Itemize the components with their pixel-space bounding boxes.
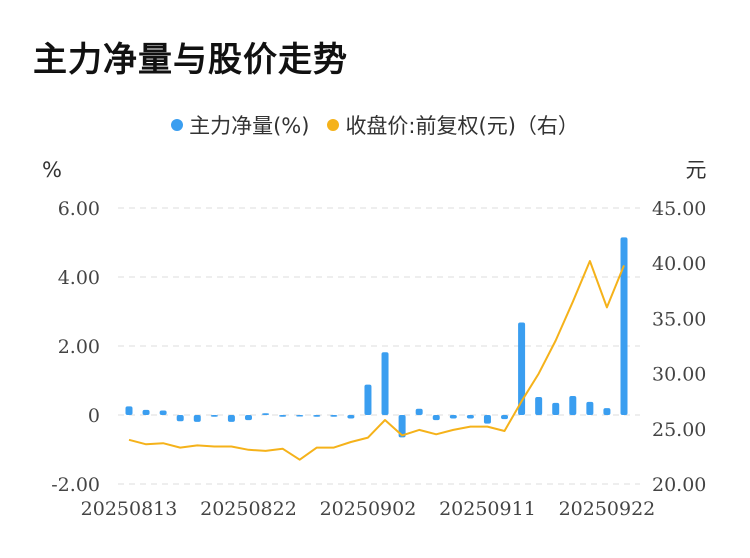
chart-title: 主力净量与股价走势: [33, 40, 348, 80]
net-flow-bar[interactable]: [620, 237, 628, 415]
x-tick-label: 20250813: [81, 498, 178, 520]
legend-dot-line: [327, 119, 340, 131]
y-left-tick-label: 2.00: [58, 336, 100, 358]
right-axis-unit: 元: [686, 158, 707, 182]
net-flow-bar[interactable]: [210, 415, 218, 417]
y-right-tick-label: 45.00: [652, 198, 706, 220]
net-flow-bar[interactable]: [142, 409, 150, 415]
legend-item-line[interactable]: 收盘价:前复权(元)（右）: [327, 110, 579, 140]
y-right-tick-label: 20.00: [652, 474, 706, 496]
net-flow-bar[interactable]: [176, 415, 184, 422]
net-flow-bar[interactable]: [227, 415, 235, 422]
net-flow-bar[interactable]: [552, 402, 560, 415]
y-right-tick-label: 40.00: [652, 253, 706, 275]
legend-dot-bar: [171, 119, 184, 131]
net-flow-bar[interactable]: [603, 408, 611, 415]
net-flow-bar[interactable]: [449, 415, 457, 419]
y-left-tick-label: 0: [88, 405, 100, 427]
net-flow-bar[interactable]: [535, 397, 543, 415]
net-flow-bar[interactable]: [381, 352, 389, 415]
legend-item-bar[interactable]: 主力净量(%): [171, 110, 309, 140]
net-flow-bar[interactable]: [398, 415, 406, 438]
legend-label-line: 收盘价:前复权(元)（右）: [345, 114, 579, 138]
close-price-line[interactable]: [128, 260, 625, 461]
net-flow-bar[interactable]: [313, 415, 321, 417]
y-right-tick-label: 25.00: [652, 419, 706, 441]
legend-label-bar: 主力净量(%): [189, 114, 310, 138]
x-tick-label: 20250902: [320, 498, 417, 520]
net-flow-bar[interactable]: [501, 415, 509, 420]
net-flow-bar[interactable]: [262, 413, 270, 415]
net-flow-bar[interactable]: [125, 406, 133, 415]
net-flow-bar[interactable]: [296, 415, 304, 417]
net-flow-bar[interactable]: [466, 415, 474, 419]
left-axis-unit: %: [42, 158, 62, 182]
chart-legend: 主力净量(%) 收盘价:前复权(元)（右）: [0, 110, 750, 140]
net-flow-bar[interactable]: [347, 415, 355, 419]
y-right-tick-label: 30.00: [652, 364, 706, 386]
x-tick-label: 20250922: [559, 498, 656, 520]
net-flow-bar[interactable]: [569, 396, 577, 415]
net-flow-bar[interactable]: [193, 415, 201, 422]
net-flow-bar[interactable]: [364, 384, 372, 415]
net-flow-bar[interactable]: [159, 410, 167, 415]
net-flow-bar[interactable]: [586, 401, 594, 415]
y-right-tick-label: 35.00: [652, 308, 706, 330]
y-left-tick-label: 6.00: [58, 198, 100, 220]
net-flow-bar[interactable]: [415, 408, 423, 415]
net-flow-bar[interactable]: [279, 415, 287, 417]
net-flow-bar[interactable]: [518, 322, 526, 415]
x-tick-label: 20250822: [200, 498, 297, 520]
net-flow-bar[interactable]: [244, 415, 252, 421]
x-tick-label: 20250911: [439, 498, 536, 520]
net-flow-bar[interactable]: [432, 415, 440, 421]
y-left-tick-label: 4.00: [58, 267, 100, 289]
net-flow-bar[interactable]: [330, 415, 338, 417]
net-flow-bar[interactable]: [483, 415, 491, 424]
y-left-tick-label: -2.00: [51, 474, 100, 496]
